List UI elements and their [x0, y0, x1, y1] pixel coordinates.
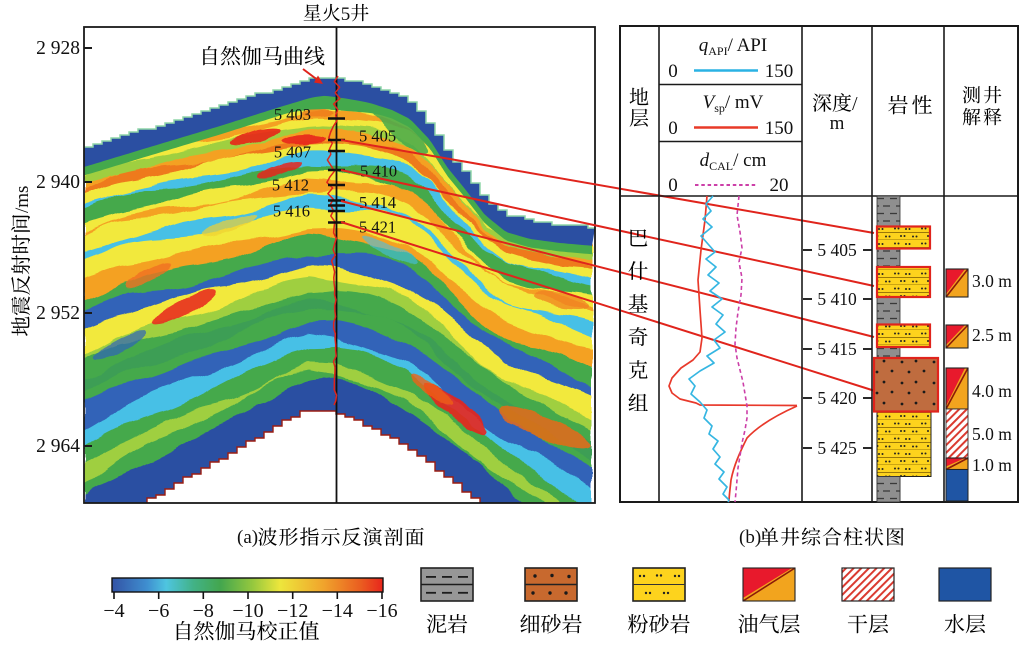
svg-text:0: 0 [668, 61, 678, 82]
svg-text:5 421: 5 421 [359, 218, 396, 237]
svg-text:Vsp/ mV: Vsp/ mV [703, 92, 764, 115]
svg-text:m: m [830, 113, 845, 134]
svg-text:0: 0 [668, 175, 678, 196]
svg-text:−14: −14 [322, 600, 353, 622]
svg-text:2 952: 2 952 [36, 303, 80, 324]
svg-text:5 405: 5 405 [359, 127, 396, 146]
svg-text:5 420: 5 420 [817, 388, 857, 408]
svg-text:2 964: 2 964 [36, 436, 80, 457]
svg-text:5 416: 5 416 [273, 202, 310, 221]
svg-text:(a): (a) [237, 527, 258, 548]
svg-text:−12: −12 [277, 600, 308, 622]
svg-text:2 928: 2 928 [36, 38, 80, 59]
svg-text:−6: −6 [148, 600, 169, 622]
svg-text:/ms: /ms [12, 186, 33, 213]
svg-text:2 940: 2 940 [36, 172, 80, 193]
svg-text:4.0 m: 4.0 m [972, 381, 1012, 401]
svg-text:1.0 m: 1.0 m [972, 455, 1012, 475]
svg-text:20: 20 [770, 175, 789, 196]
svg-text:5 414: 5 414 [359, 193, 396, 212]
svg-text:5.0 m: 5.0 m [972, 424, 1012, 444]
svg-text:150: 150 [765, 61, 794, 82]
svg-text:qAPI/ API: qAPI/ API [699, 35, 767, 58]
svg-text:−10: −10 [232, 600, 263, 622]
svg-text:dCAL/ cm: dCAL/ cm [700, 150, 767, 173]
svg-text:(b): (b) [739, 527, 761, 548]
svg-text:150: 150 [765, 118, 794, 139]
svg-text:2.5 m: 2.5 m [972, 325, 1012, 345]
svg-text:5 415: 5 415 [817, 339, 857, 359]
svg-text:5 407: 5 407 [274, 143, 311, 162]
svg-text:−8: −8 [193, 600, 214, 622]
svg-text:−4: −4 [103, 600, 124, 622]
svg-text:3.0 m: 3.0 m [972, 271, 1012, 291]
svg-text:0: 0 [668, 118, 678, 139]
svg-text:5 403: 5 403 [274, 105, 311, 124]
svg-text:5 410: 5 410 [817, 289, 857, 309]
svg-text:5 405: 5 405 [817, 240, 857, 260]
svg-text:−16: −16 [366, 600, 397, 622]
svg-text:/: / [852, 93, 858, 115]
svg-text:5 412: 5 412 [272, 176, 309, 195]
svg-text:5 425: 5 425 [817, 438, 857, 458]
svg-text:5: 5 [341, 4, 351, 25]
